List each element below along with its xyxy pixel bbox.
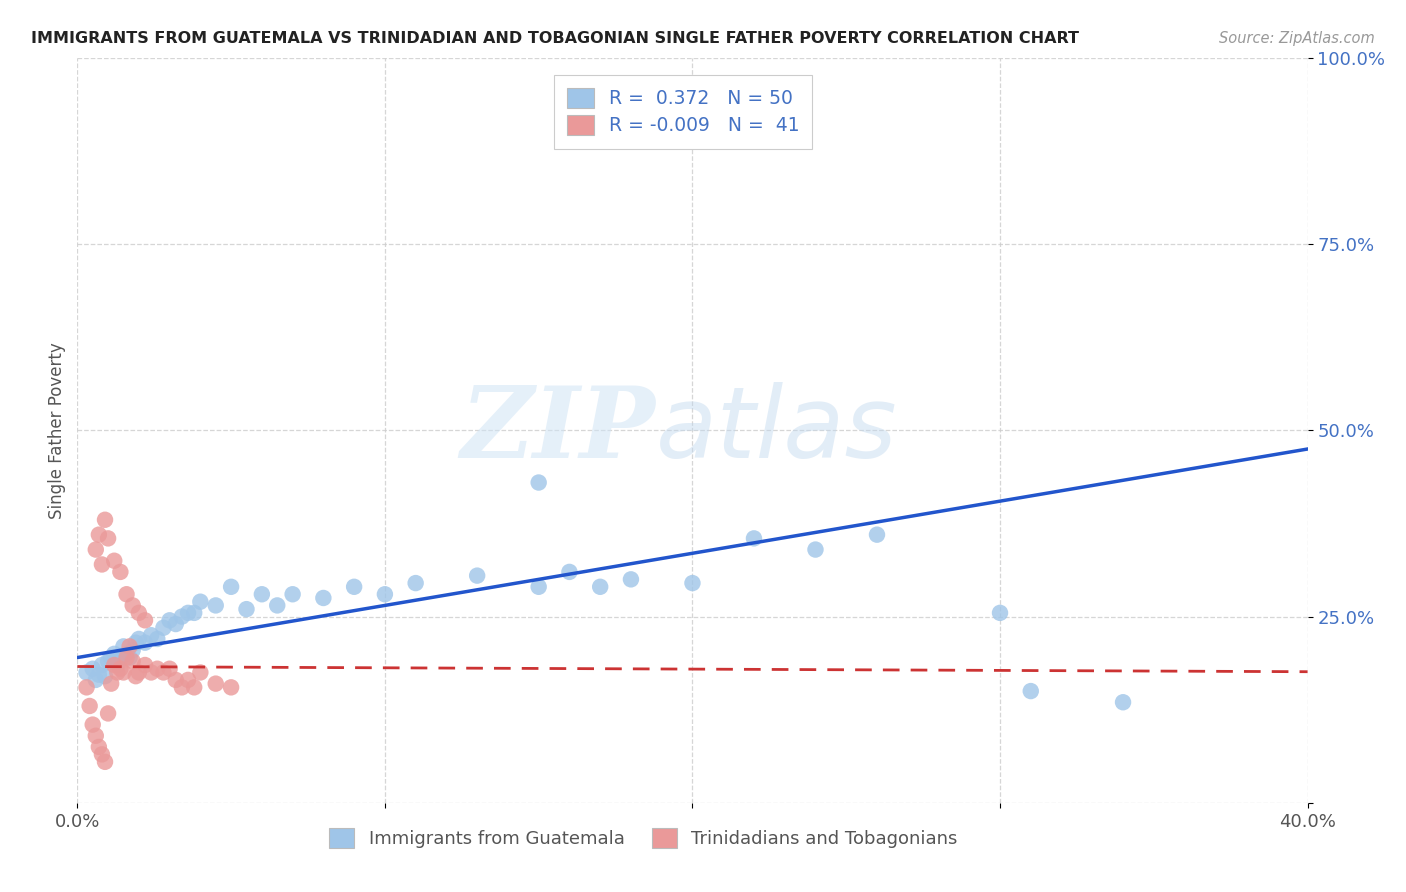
Point bbox=[103, 554, 125, 568]
Point bbox=[165, 673, 187, 687]
Point bbox=[374, 587, 396, 601]
Point bbox=[134, 613, 156, 627]
Point bbox=[134, 658, 156, 673]
Point bbox=[682, 576, 704, 591]
Point bbox=[110, 662, 132, 676]
Point bbox=[112, 665, 135, 680]
Text: ZIP: ZIP bbox=[461, 382, 655, 479]
Point bbox=[128, 606, 150, 620]
Point bbox=[1019, 684, 1042, 698]
Point bbox=[103, 658, 125, 673]
Point bbox=[90, 658, 114, 673]
Point bbox=[281, 587, 304, 601]
Point bbox=[177, 673, 200, 687]
Point bbox=[204, 599, 226, 613]
Point bbox=[128, 632, 150, 646]
Point bbox=[110, 565, 132, 579]
Point bbox=[405, 576, 427, 591]
Point bbox=[165, 617, 187, 632]
Point bbox=[219, 681, 242, 695]
Point bbox=[141, 628, 163, 642]
Point bbox=[79, 698, 101, 713]
Point bbox=[134, 635, 156, 649]
Point bbox=[97, 532, 120, 546]
Point bbox=[94, 513, 117, 527]
Point bbox=[100, 676, 122, 690]
Point bbox=[125, 669, 148, 683]
Point bbox=[620, 573, 643, 587]
Text: IMMIGRANTS FROM GUATEMALA VS TRINIDADIAN AND TOBAGONIAN SINGLE FATHER POVERTY CO: IMMIGRANTS FROM GUATEMALA VS TRINIDADIAN… bbox=[31, 31, 1078, 46]
Point bbox=[84, 729, 107, 743]
Point bbox=[235, 602, 257, 616]
Point bbox=[988, 606, 1011, 620]
Text: Source: ZipAtlas.com: Source: ZipAtlas.com bbox=[1219, 31, 1375, 46]
Point bbox=[146, 662, 169, 676]
Point bbox=[82, 662, 104, 676]
Point bbox=[90, 558, 114, 572]
Point bbox=[343, 580, 366, 594]
Point bbox=[110, 650, 132, 665]
Point bbox=[100, 650, 122, 665]
Legend: Immigrants from Guatemala, Trinidadians and Tobagonians: Immigrants from Guatemala, Trinidadians … bbox=[319, 819, 967, 857]
Point bbox=[266, 599, 288, 613]
Point bbox=[94, 755, 117, 769]
Y-axis label: Single Father Poverty: Single Father Poverty bbox=[48, 342, 66, 519]
Point bbox=[170, 681, 193, 695]
Point bbox=[82, 717, 104, 731]
Point bbox=[742, 532, 765, 546]
Point bbox=[118, 650, 141, 665]
Point bbox=[312, 591, 335, 605]
Point bbox=[121, 599, 143, 613]
Point bbox=[177, 606, 200, 620]
Point bbox=[146, 632, 169, 646]
Point bbox=[250, 587, 273, 601]
Point bbox=[90, 747, 114, 762]
Point bbox=[97, 654, 120, 668]
Point bbox=[204, 676, 226, 690]
Point bbox=[118, 640, 141, 654]
Point bbox=[87, 527, 110, 541]
Point bbox=[219, 580, 242, 594]
Point bbox=[115, 587, 138, 601]
Point bbox=[866, 527, 889, 541]
Point bbox=[97, 706, 120, 721]
Point bbox=[558, 565, 581, 579]
Point bbox=[125, 635, 148, 649]
Point bbox=[152, 665, 174, 680]
Point bbox=[141, 665, 163, 680]
Point bbox=[87, 739, 110, 754]
Point bbox=[159, 662, 181, 676]
Point bbox=[188, 665, 212, 680]
Point bbox=[170, 609, 193, 624]
Point bbox=[84, 542, 107, 557]
Point bbox=[183, 606, 205, 620]
Point bbox=[527, 580, 550, 594]
Point bbox=[183, 681, 205, 695]
Point bbox=[105, 665, 128, 680]
Point bbox=[105, 658, 128, 673]
Point bbox=[527, 475, 550, 490]
Point bbox=[188, 595, 212, 609]
Point bbox=[1112, 695, 1135, 709]
Point bbox=[103, 647, 125, 661]
Point bbox=[76, 681, 98, 695]
Point bbox=[94, 669, 117, 683]
Point bbox=[121, 654, 143, 668]
Point bbox=[121, 643, 143, 657]
Point bbox=[87, 667, 110, 681]
Point bbox=[589, 580, 612, 594]
Point bbox=[159, 613, 181, 627]
Point bbox=[115, 650, 138, 665]
Point bbox=[112, 640, 135, 654]
Point bbox=[84, 673, 107, 687]
Text: atlas: atlas bbox=[655, 382, 897, 479]
Point bbox=[804, 542, 827, 557]
Point bbox=[152, 621, 174, 635]
Point bbox=[465, 568, 488, 582]
Point bbox=[128, 665, 150, 680]
Point bbox=[76, 665, 98, 680]
Point bbox=[115, 647, 138, 661]
